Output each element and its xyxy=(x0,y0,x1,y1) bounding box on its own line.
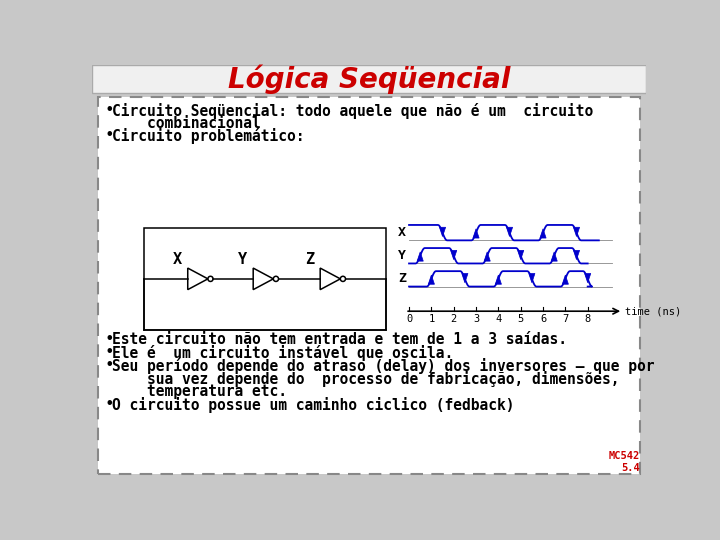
Polygon shape xyxy=(562,275,568,284)
Text: 4: 4 xyxy=(495,314,502,325)
Text: 1: 1 xyxy=(428,314,434,325)
Text: O circuito possue um caminho ciclico (fedback): O circuito possue um caminho ciclico (fe… xyxy=(112,397,514,414)
Polygon shape xyxy=(439,227,446,237)
Text: 0: 0 xyxy=(406,314,412,325)
Polygon shape xyxy=(506,227,513,237)
Text: temperatura etc.: temperatura etc. xyxy=(112,384,287,400)
Polygon shape xyxy=(573,251,580,260)
Polygon shape xyxy=(551,252,557,261)
Text: Este circuito não tem entrada e tem de 1 a 3 saídas.: Este circuito não tem entrada e tem de 1… xyxy=(112,332,567,347)
Polygon shape xyxy=(428,275,434,284)
Text: Lógica Seqüencial: Lógica Seqüencial xyxy=(228,65,510,94)
Bar xyxy=(144,228,386,330)
Polygon shape xyxy=(473,229,479,238)
Text: X: X xyxy=(398,226,406,239)
Polygon shape xyxy=(573,227,580,237)
Polygon shape xyxy=(484,252,490,261)
Text: Y: Y xyxy=(238,252,247,267)
Polygon shape xyxy=(462,273,468,283)
Text: 8: 8 xyxy=(585,314,591,325)
Polygon shape xyxy=(585,273,590,283)
Text: 3: 3 xyxy=(473,314,479,325)
Polygon shape xyxy=(528,273,535,283)
Text: •: • xyxy=(104,358,114,373)
Text: •: • xyxy=(104,128,114,143)
Text: Z: Z xyxy=(305,252,314,267)
Polygon shape xyxy=(451,251,456,260)
Text: time (ns): time (ns) xyxy=(626,306,682,316)
Bar xyxy=(92,65,647,93)
Text: •: • xyxy=(104,345,114,360)
Text: Circuito Seqüencial: todo aquele que não é um  circuito: Circuito Seqüencial: todo aquele que não… xyxy=(112,103,593,119)
Text: Circuito problemático:: Circuito problemático: xyxy=(112,128,305,144)
Text: •: • xyxy=(104,103,114,118)
Text: 2: 2 xyxy=(451,314,456,325)
Text: Seu período depende do atraso (delay) dos inversores – que por: Seu período depende do atraso (delay) do… xyxy=(112,358,654,374)
Text: 5: 5 xyxy=(518,314,524,325)
Text: •: • xyxy=(104,332,114,347)
Polygon shape xyxy=(417,252,423,261)
Text: •: • xyxy=(104,397,114,413)
Text: Ele é  um circuito instável que oscila.: Ele é um circuito instável que oscila. xyxy=(112,345,453,361)
Polygon shape xyxy=(495,275,501,284)
Text: MC542
5.4: MC542 5.4 xyxy=(609,451,640,473)
Polygon shape xyxy=(518,251,523,260)
Text: Y: Y xyxy=(398,249,406,262)
Text: 7: 7 xyxy=(562,314,569,325)
Text: combinacional: combinacional xyxy=(112,116,261,131)
Text: sua vez depende do  processo de fabricação, dimensões,: sua vez depende do processo de fabricaçã… xyxy=(112,372,619,387)
FancyBboxPatch shape xyxy=(98,97,640,475)
Text: 6: 6 xyxy=(540,314,546,325)
Text: X: X xyxy=(173,252,181,267)
Text: Z: Z xyxy=(398,272,406,285)
Polygon shape xyxy=(540,229,546,238)
